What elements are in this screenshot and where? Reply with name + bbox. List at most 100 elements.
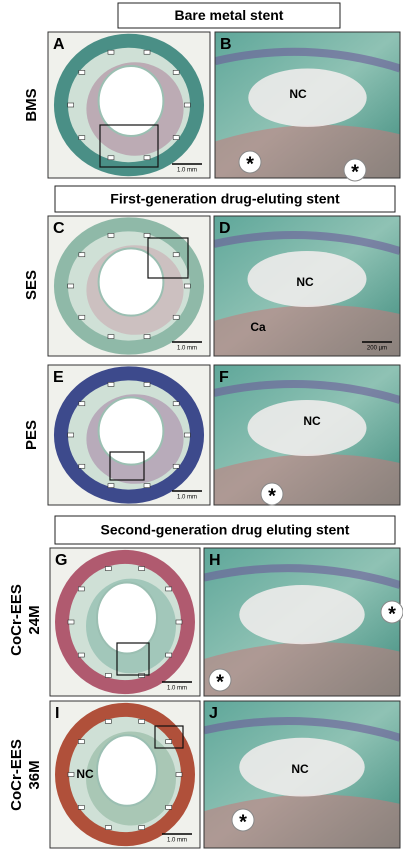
row-label: BMS (23, 88, 40, 121)
section-box (117, 2, 341, 29)
strut (78, 652, 85, 658)
panel-image (214, 216, 400, 356)
panel-border (49, 700, 201, 849)
strut (105, 825, 112, 830)
cell-layer (214, 231, 400, 255)
panel-border (47, 215, 211, 357)
panel-image (204, 548, 400, 696)
panel-border (47, 31, 211, 179)
lumen (97, 64, 165, 138)
collagen-band (214, 454, 400, 505)
strut (67, 619, 75, 625)
strut (175, 772, 183, 777)
annotation: NC (296, 275, 314, 289)
lumen (96, 734, 158, 807)
panel-image (48, 365, 210, 505)
strut (105, 566, 112, 571)
panel-image (50, 701, 200, 848)
strut (78, 252, 86, 258)
panel-border (213, 215, 401, 357)
panel-letter: B (220, 36, 232, 53)
strut-void (231, 808, 255, 832)
strut (107, 155, 115, 161)
strut (138, 825, 145, 830)
collagen-band (204, 642, 400, 696)
strut-void (238, 150, 262, 174)
strut-void (208, 668, 232, 692)
panel-image (50, 548, 200, 696)
cell-layer (215, 47, 400, 73)
inset-box (154, 725, 184, 749)
strut (78, 314, 86, 320)
panel-letter: E (53, 369, 64, 386)
panel-letter: G (55, 552, 67, 569)
strut (165, 652, 172, 658)
cell-layer (204, 716, 400, 742)
necrotic-core (247, 400, 367, 456)
panel-image (48, 32, 210, 178)
strut (107, 49, 115, 55)
strut (184, 102, 191, 108)
strut (143, 382, 151, 387)
section-title: Bare metal stent (175, 7, 284, 23)
annotation: * (216, 671, 224, 693)
annotation: NC (303, 414, 321, 428)
strut (175, 619, 183, 625)
section-box (54, 185, 396, 213)
strut (78, 135, 86, 140)
cell-layer (214, 380, 400, 404)
section-title: First-generation drug-eluting stent (110, 191, 340, 207)
scale-label: 1.0 mm (177, 495, 197, 501)
strut (78, 463, 86, 469)
strut (172, 314, 180, 320)
strut (78, 586, 85, 592)
row-label: CoCr-EES (8, 584, 25, 656)
row-label: PES (23, 420, 40, 450)
necrotic-core (239, 585, 365, 645)
strut (105, 719, 112, 724)
panel-border (213, 364, 401, 506)
strut (67, 283, 74, 289)
row-label: 36M (26, 760, 43, 789)
annotation: NC (289, 87, 307, 101)
inset-box (109, 451, 145, 481)
annotation: Ca (250, 320, 266, 334)
strut (143, 483, 151, 488)
strut (138, 566, 145, 571)
strut (172, 70, 180, 75)
strut (107, 382, 115, 387)
annotation: * (246, 153, 254, 175)
panel-letter: I (55, 705, 59, 722)
strut (67, 772, 75, 777)
panel-letter: H (209, 552, 221, 569)
strut (184, 283, 191, 289)
strut (172, 135, 180, 140)
inset-box (99, 124, 159, 168)
panel-image (214, 365, 400, 505)
strut (67, 102, 74, 108)
strut-void (343, 158, 367, 182)
strut (105, 673, 112, 678)
strut-void (260, 482, 284, 506)
annotation: * (351, 161, 359, 183)
panel-border (214, 31, 401, 179)
panel-letter: D (219, 220, 231, 237)
strut (143, 334, 151, 339)
collagen-band (214, 305, 400, 356)
scale-label: 1.0 mm (177, 168, 197, 174)
annotation: NC (76, 767, 94, 781)
annotation: NC (291, 762, 309, 776)
section-box (54, 515, 396, 545)
strut (107, 334, 115, 339)
panel-letter: J (209, 705, 218, 722)
panel-letter: A (53, 36, 65, 53)
strut (165, 805, 172, 810)
strut (184, 432, 191, 438)
panel-letter: C (53, 220, 65, 237)
annotation: * (268, 485, 276, 507)
panel-letter: F (219, 369, 229, 386)
row-label: CoCr-EES (8, 739, 25, 811)
scale-label: 200 µm (367, 346, 387, 352)
panel-image (48, 216, 210, 356)
